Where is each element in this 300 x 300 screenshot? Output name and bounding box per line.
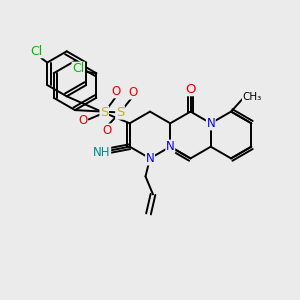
Text: S: S [100, 106, 108, 119]
Text: O: O [103, 124, 112, 137]
Text: S: S [116, 106, 124, 119]
Text: O: O [185, 82, 196, 96]
Text: CH₃: CH₃ [242, 92, 262, 103]
Text: O: O [112, 85, 121, 98]
Text: N: N [206, 117, 215, 130]
Text: O: O [128, 86, 137, 99]
Text: Cl: Cl [72, 62, 84, 75]
Text: N: N [146, 152, 154, 165]
Text: Cl: Cl [31, 45, 43, 58]
Text: O: O [78, 114, 87, 128]
Text: NH: NH [93, 146, 111, 159]
Text: N: N [166, 140, 175, 153]
